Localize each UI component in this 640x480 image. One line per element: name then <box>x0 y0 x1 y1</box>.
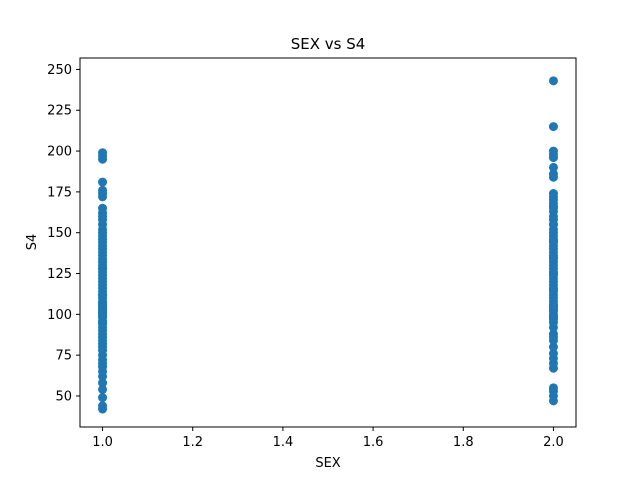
x-tick-label: 1.8 <box>453 435 474 450</box>
data-point <box>98 393 108 403</box>
data-point <box>98 384 108 394</box>
data-point <box>548 122 558 132</box>
data-point <box>548 162 558 172</box>
data-point <box>548 146 558 156</box>
data-point <box>98 203 108 213</box>
y-axis-label: S4 <box>25 234 40 251</box>
plot-area-frame <box>79 57 577 428</box>
y-tick-label: 225 <box>47 104 72 119</box>
data-point <box>548 76 558 86</box>
data-point <box>548 342 558 352</box>
y-axis: 50 75 100 125 150 175 200 225 250 <box>47 63 80 404</box>
data-point <box>548 203 558 213</box>
data-point <box>548 169 558 179</box>
data-point <box>548 313 558 323</box>
data-point <box>548 285 558 295</box>
data-point <box>98 177 108 187</box>
data-point <box>548 269 558 279</box>
data-point <box>548 189 558 199</box>
x-tick-label: 1.0 <box>92 435 113 450</box>
x-tick-label: 1.4 <box>273 435 294 450</box>
data-point <box>98 264 108 274</box>
x-tick-label: 2.0 <box>543 435 564 450</box>
data-point <box>98 185 108 195</box>
data-point <box>548 349 558 359</box>
x-tick-label: 1.6 <box>363 435 384 450</box>
y-tick-label: 175 <box>47 185 72 200</box>
x-tick-label: 1.2 <box>182 435 203 450</box>
data-point <box>548 236 558 246</box>
data-points <box>98 76 558 414</box>
data-point <box>98 308 108 318</box>
data-point <box>548 332 558 342</box>
data-point <box>548 252 558 262</box>
y-tick-label: 75 <box>55 349 72 364</box>
chart-title: SEX vs S4 <box>291 35 366 53</box>
y-tick-label: 125 <box>47 267 72 282</box>
data-point <box>548 220 558 230</box>
data-point <box>98 148 108 158</box>
y-tick-label: 150 <box>47 226 72 241</box>
x-axis-label: SEX <box>315 456 340 471</box>
data-point <box>548 301 558 311</box>
y-tick-label: 50 <box>55 389 72 404</box>
y-tick-label: 250 <box>47 63 72 78</box>
data-point <box>548 383 558 393</box>
y-tick-label: 100 <box>47 308 72 323</box>
x-axis: 1.0 1.2 1.4 1.6 1.8 2.0 <box>92 427 564 450</box>
data-point <box>98 378 108 388</box>
y-tick-label: 200 <box>47 145 72 160</box>
data-point <box>98 401 108 411</box>
data-point <box>98 290 108 300</box>
